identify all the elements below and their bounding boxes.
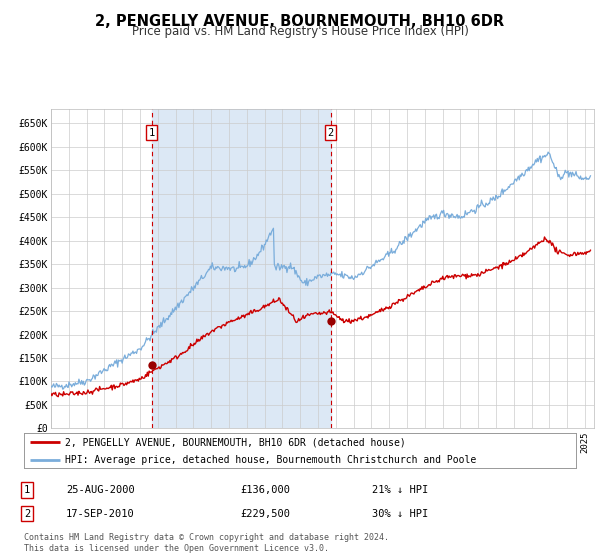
- Text: 1: 1: [148, 128, 155, 138]
- Text: 25-AUG-2000: 25-AUG-2000: [66, 485, 135, 495]
- Bar: [152, 109, 331, 428]
- Text: 30% ↓ HPI: 30% ↓ HPI: [372, 508, 428, 519]
- Text: £136,000: £136,000: [240, 485, 290, 495]
- Text: HPI: Average price, detached house, Bournemouth Christchurch and Poole: HPI: Average price, detached house, Bour…: [65, 455, 476, 465]
- Text: 2: 2: [328, 128, 334, 138]
- Text: 2, PENGELLY AVENUE, BOURNEMOUTH, BH10 6DR: 2, PENGELLY AVENUE, BOURNEMOUTH, BH10 6D…: [95, 14, 505, 29]
- Text: Contains HM Land Registry data © Crown copyright and database right 2024.
This d: Contains HM Land Registry data © Crown c…: [24, 533, 389, 553]
- Text: Price paid vs. HM Land Registry's House Price Index (HPI): Price paid vs. HM Land Registry's House …: [131, 25, 469, 38]
- Text: 17-SEP-2010: 17-SEP-2010: [66, 508, 135, 519]
- Text: 21% ↓ HPI: 21% ↓ HPI: [372, 485, 428, 495]
- Text: 2, PENGELLY AVENUE, BOURNEMOUTH, BH10 6DR (detached house): 2, PENGELLY AVENUE, BOURNEMOUTH, BH10 6D…: [65, 437, 406, 447]
- Text: £229,500: £229,500: [240, 508, 290, 519]
- Text: 2: 2: [24, 508, 30, 519]
- Text: 1: 1: [24, 485, 30, 495]
